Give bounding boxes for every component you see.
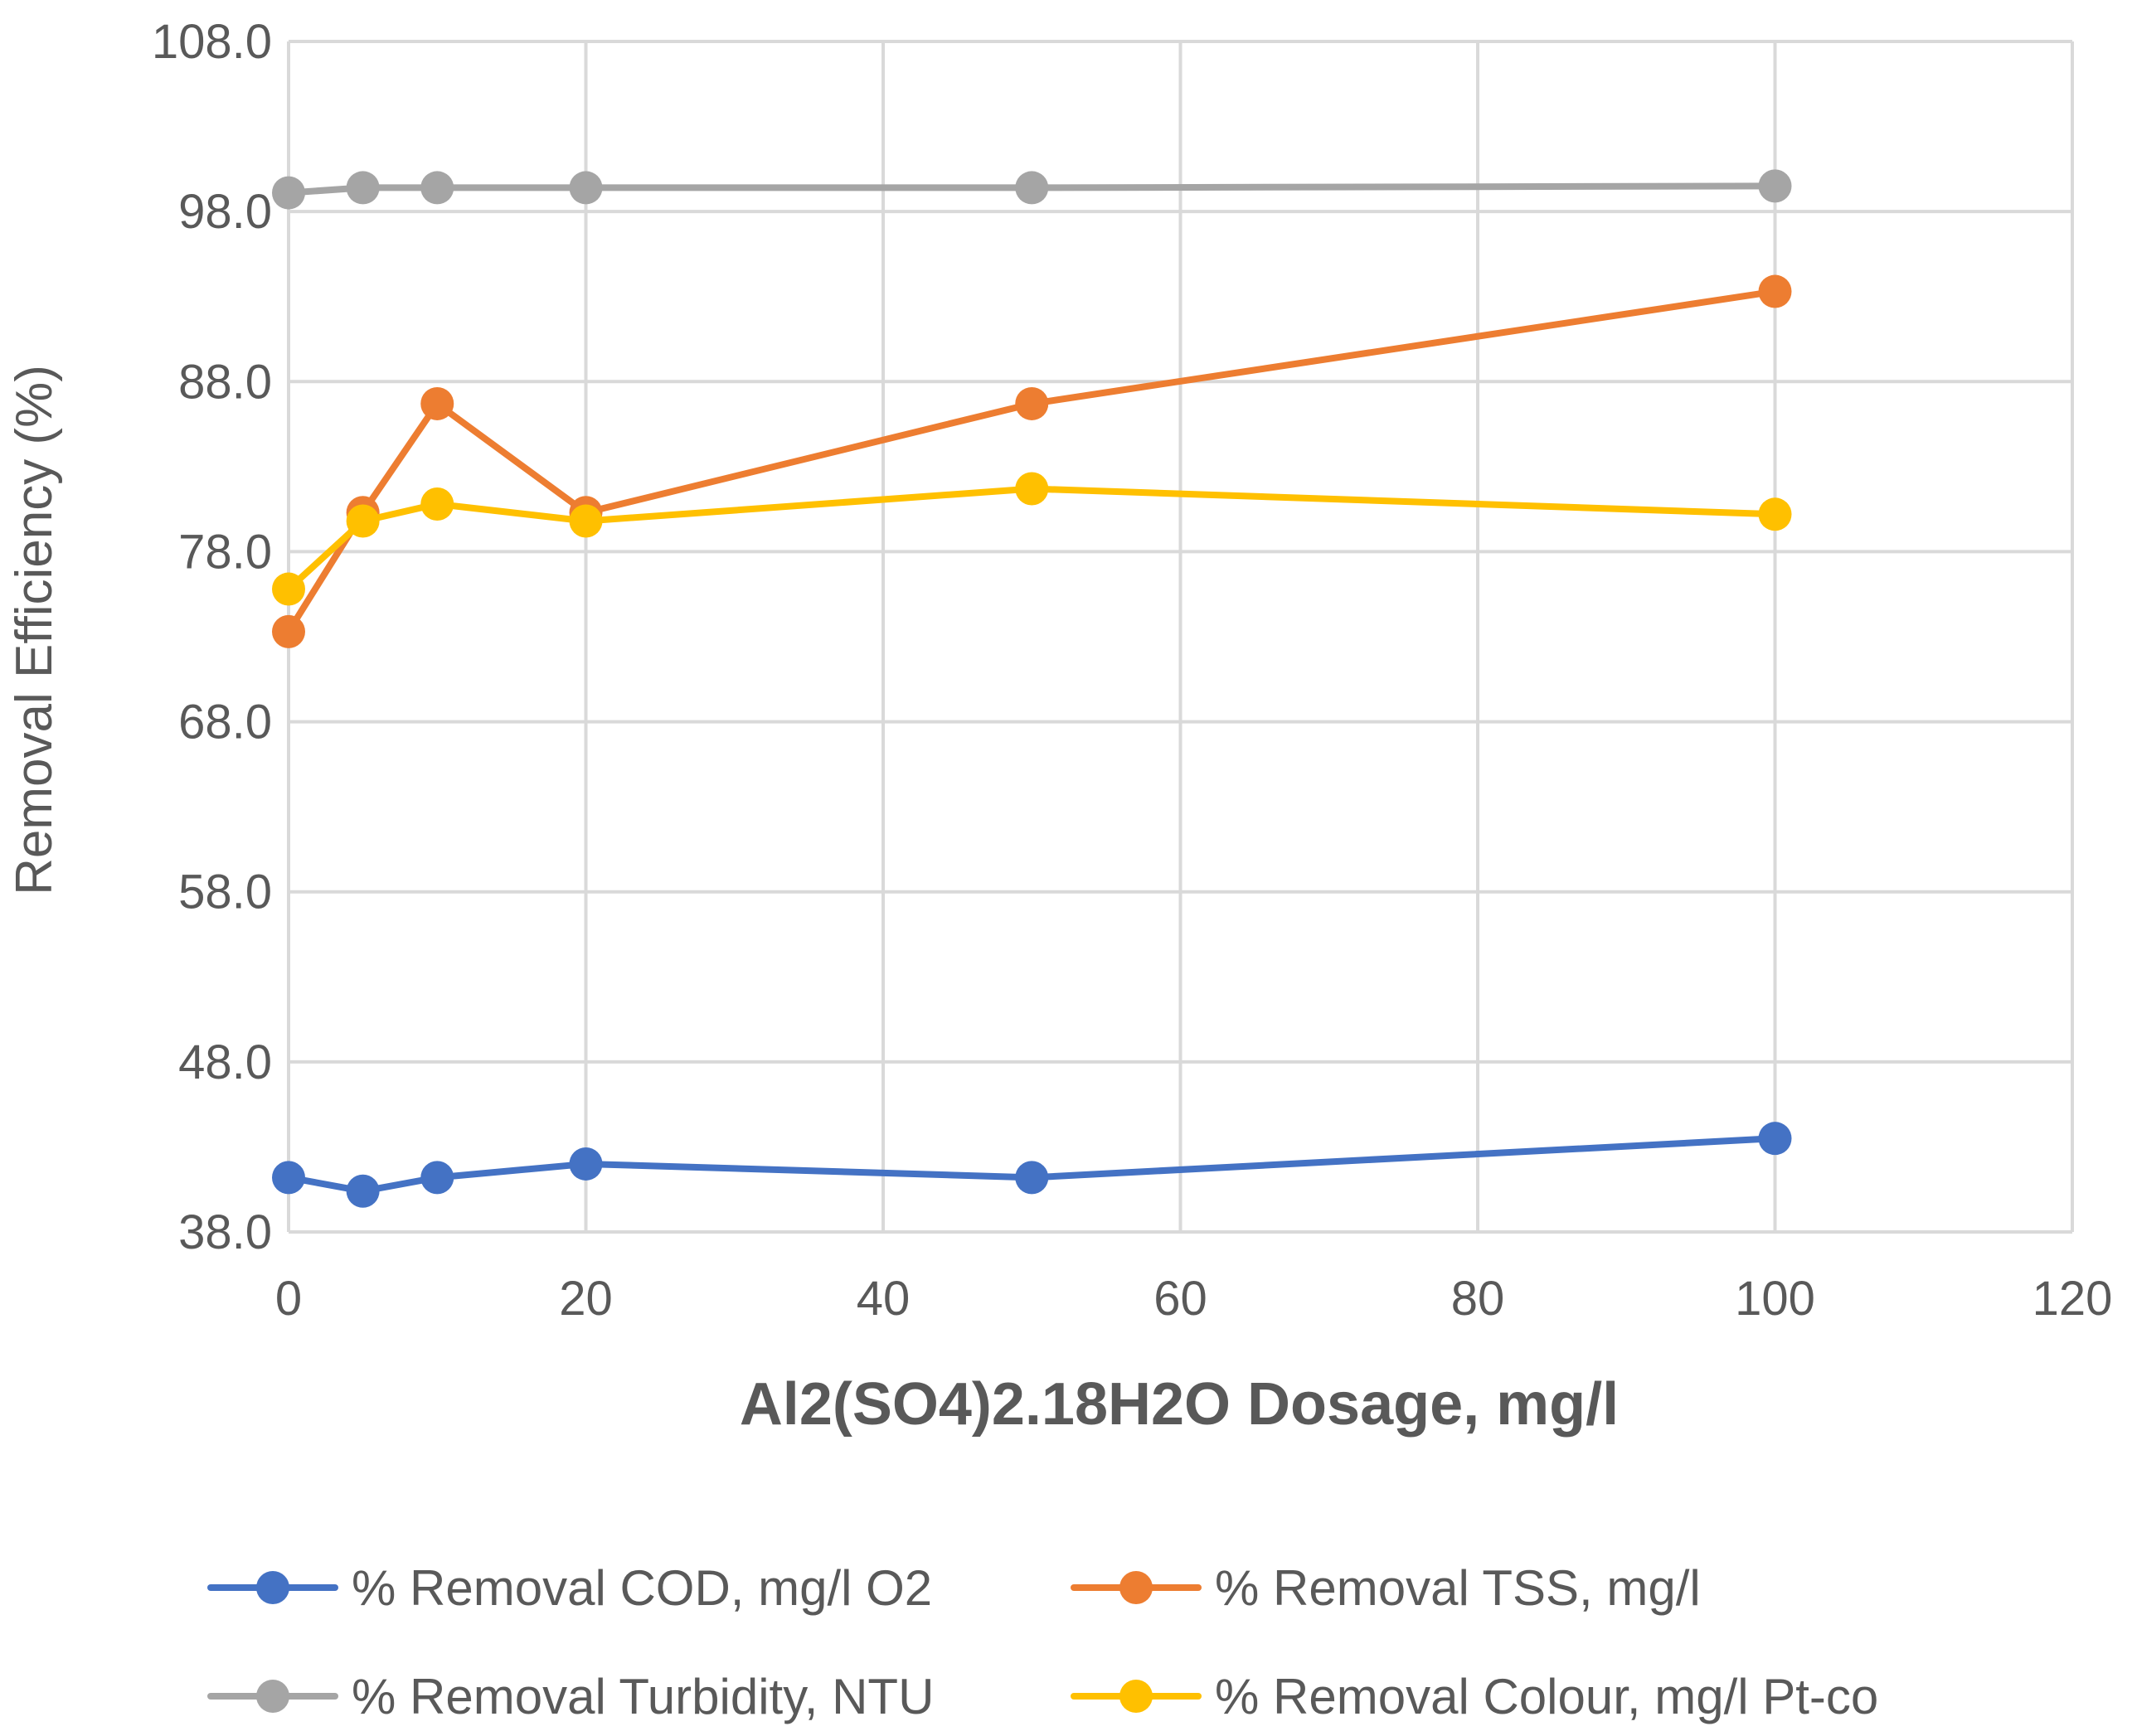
series-line: [285, 288, 1779, 635]
data-point: [1758, 1122, 1792, 1156]
y-tick-label: 88.0: [178, 355, 272, 409]
y-tick-label: 78.0: [178, 525, 272, 579]
data-point: [420, 1161, 454, 1195]
data-point: [569, 1147, 603, 1181]
data-point: [346, 504, 380, 538]
y-tick-label: 38.0: [178, 1205, 272, 1259]
data-point: [1015, 1161, 1049, 1195]
y-tick-label: 98.0: [178, 185, 272, 239]
data-point: [420, 386, 454, 420]
y-tick-label: 48.0: [178, 1035, 272, 1089]
data-point: [1758, 274, 1792, 308]
legend: % Removal COD, mg/l O2 % Removal TSS, mg/…: [207, 1560, 1878, 1724]
gridlines: [287, 40, 2074, 1234]
data-point: [569, 171, 603, 205]
legend-marker: [1119, 1680, 1153, 1713]
legend-label: % Removal Turbidity, NTU: [352, 1669, 934, 1724]
legend-item: % Removal Turbidity, NTU: [207, 1669, 934, 1724]
series-2: [272, 169, 1792, 210]
x-tick-label: 20: [559, 1272, 613, 1326]
x-axis-title: Al2(SO4)2.18H2O Dosage, mg/l: [740, 1371, 1619, 1438]
legend-label: % Removal TSS, mg/l: [1215, 1560, 1701, 1616]
series-line: [285, 485, 1779, 593]
y-tick-label: 58.0: [178, 866, 272, 919]
legend-marker: [256, 1680, 289, 1713]
x-tick-label: 80: [1451, 1272, 1505, 1326]
data-point: [420, 487, 454, 521]
y-tick-label: 108.0: [152, 15, 272, 69]
legend-item: % Removal Colour, mg/l Pt-co: [1071, 1669, 1878, 1724]
series-1: [272, 274, 1792, 648]
y-axis-ticks: 38.0 48.0 58.0 68.0 78.0 88.0 98.0 108.0: [152, 15, 272, 1259]
data-point: [1015, 386, 1049, 420]
legend-marker: [1119, 1571, 1153, 1604]
data-point: [272, 1161, 305, 1195]
x-tick-label: 0: [275, 1272, 302, 1326]
series-3: [272, 472, 1792, 606]
data-point: [420, 171, 454, 205]
data-point: [272, 572, 305, 606]
legend-item: % Removal COD, mg/l O2: [207, 1560, 932, 1616]
x-tick-label: 60: [1153, 1272, 1207, 1326]
data-point: [272, 614, 305, 648]
data-point: [1758, 169, 1792, 203]
data-point: [346, 1174, 380, 1208]
data-point: [272, 176, 305, 210]
series-lines: [272, 169, 1792, 1208]
data-point: [569, 504, 603, 538]
legend-marker: [256, 1571, 289, 1604]
legend-label: % Removal COD, mg/l O2: [352, 1560, 932, 1616]
y-tick-label: 68.0: [178, 696, 272, 749]
x-tick-label: 120: [2032, 1272, 2113, 1326]
x-axis-ticks: 0 20 40 60 80 100 120: [275, 1272, 2113, 1326]
data-point: [1015, 472, 1049, 506]
x-tick-label: 100: [1735, 1272, 1815, 1326]
series-0: [272, 1122, 1792, 1208]
data-point: [1015, 171, 1049, 205]
x-tick-label: 40: [857, 1272, 911, 1326]
data-point: [346, 171, 380, 205]
legend-item: % Removal TSS, mg/l: [1071, 1560, 1701, 1616]
legend-label: % Removal Colour, mg/l Pt-co: [1215, 1669, 1878, 1724]
data-point: [1758, 497, 1792, 531]
y-axis-title: Removal Efficiency (%): [6, 365, 63, 895]
